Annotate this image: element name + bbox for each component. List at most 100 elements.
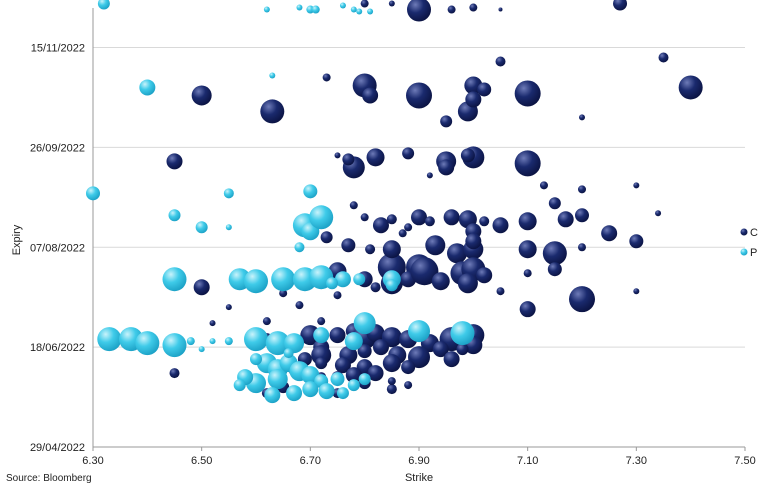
bubble-c [402,147,415,160]
bubble-c [362,87,379,104]
bubble-c [548,197,561,210]
bubble-p [318,383,335,400]
x-tick-label: 6.90 [408,455,429,467]
bubble-p [233,379,246,392]
bubble-p [356,8,363,15]
legend: C P [740,227,758,259]
bubble-p [86,186,100,201]
bubble-c [496,287,505,296]
bubble-c [658,52,669,63]
bubble-c [542,241,567,266]
bubble-c [432,341,449,358]
legend-marker-c [740,228,748,236]
x-tick-label: 6.30 [82,455,103,467]
bubble-p [330,372,345,387]
bubble-p [358,373,371,386]
bubble-p [353,312,376,335]
bubble-p [264,387,281,404]
bubble-p [347,379,360,392]
bubble-p [284,333,305,354]
bubble-p [97,0,110,10]
legend-label-p: P [750,247,757,259]
y-tick-label: 29/04/2022 [30,442,85,454]
bubble-p [225,224,232,231]
bubble-c [460,148,475,163]
bubble-c [372,339,389,356]
bubble-c [518,212,537,231]
bubble-c [365,244,376,255]
bubble-c [498,7,503,12]
source-note: Source: Bloomberg [6,473,92,484]
bubble-p [168,209,181,222]
bubble-c [578,243,586,252]
bubble-c [317,317,326,326]
bubble-p [302,381,319,398]
bubble-c [367,365,384,382]
bubble-c [477,82,492,97]
bubble-p [269,72,276,79]
bubble-c [465,233,482,250]
x-tick-label: 6.50 [191,455,212,467]
bubble-c [357,344,372,359]
bubble-p [313,327,330,344]
bubble-c [539,181,548,190]
bubble-p [195,221,208,234]
bubble-c [492,217,509,234]
bubble-c [411,209,427,226]
bubble-c [260,99,285,124]
bubble-c [191,85,212,106]
x-axis-tick-labels: 6.30 6.50 6.70 6.90 7.10 7.30 7.50 [82,455,755,467]
y-tick-label: 18/06/2022 [30,342,85,354]
bubble-c [342,153,355,166]
bubble-c [613,0,628,11]
y-tick-label: 15/11/2022 [31,43,85,55]
y-axis-tick-labels: 29/04/2022 18/06/2022 07/08/2022 26/09/2022… [30,43,85,455]
bubble-c [382,240,401,259]
bubble-c [209,320,216,327]
bubble-c [407,0,431,22]
bubble-c [382,354,401,373]
bubble-c [193,279,210,296]
bubble-c [424,216,435,227]
x-axis-title: Strike [405,472,433,484]
bubble-p [336,387,349,400]
bubble-p [162,333,187,358]
bubble-c [438,159,455,176]
y-tick-label: 26/09/2022 [30,142,85,154]
bubble-c [410,257,439,286]
x-tick-label: 7.30 [626,455,647,467]
bubble-c [479,216,490,227]
bubble-c [366,148,385,167]
bubble-c [406,82,432,109]
bubble-c [370,282,381,293]
bubble-c [401,360,416,375]
bubble-c [262,317,271,326]
bubble-c [523,269,532,278]
bubble-p [296,4,303,11]
bubble-c [440,115,453,128]
x-tick-label: 7.50 [734,455,755,467]
bubble-c [633,288,640,295]
bubble-p [265,331,290,356]
bubble-c [315,357,328,370]
bubble-c [476,267,493,284]
bubble-c [443,351,460,368]
bubble-c [547,262,562,277]
bubble-c [166,153,183,170]
bubble-p [294,242,305,253]
bubble-p [250,353,262,366]
bubble-c [557,211,574,228]
bubble-c [465,91,482,108]
bubble-c [518,240,537,259]
bubble-c [387,377,396,386]
bubble-c [386,214,397,225]
axes [92,8,746,451]
bubble-p [450,321,475,346]
bubble-c [447,243,468,264]
bubble-c [633,182,640,189]
bubble-c [447,5,456,14]
bubble-c [329,327,346,344]
bubble-c [333,291,342,300]
